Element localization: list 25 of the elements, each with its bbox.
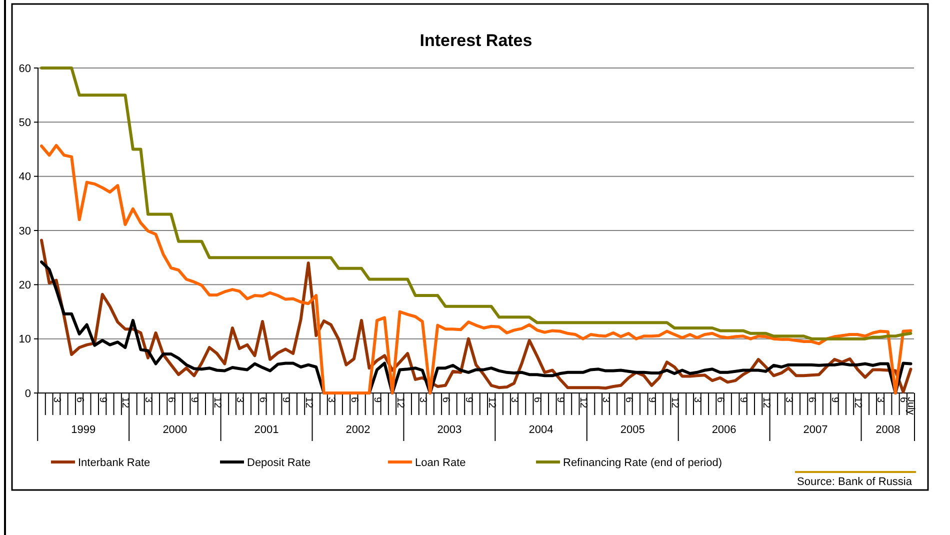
text: 2006 bbox=[712, 424, 736, 436]
y-tick-label: 0 bbox=[24, 388, 31, 400]
legend-label: Interbank Rate bbox=[78, 456, 150, 469]
text: 2004 bbox=[528, 424, 554, 436]
legend-label: Refinancing Rate (end of period) bbox=[563, 456, 722, 469]
text: 2000 bbox=[162, 424, 188, 436]
chart-title: Interest Rates bbox=[420, 31, 532, 50]
source-note: Source: Bank of Russia bbox=[797, 476, 913, 488]
y-tick-label: 30 bbox=[18, 225, 31, 238]
text: 2002 bbox=[346, 424, 370, 436]
text: 2005 bbox=[620, 424, 645, 436]
y-tick-label: 60 bbox=[18, 62, 31, 75]
y-tick-label: 50 bbox=[18, 117, 31, 130]
line-series bbox=[40, 66, 912, 340]
text: 2007 bbox=[803, 424, 828, 436]
y-tick-label: 10 bbox=[18, 334, 31, 346]
y-tick-label: 40 bbox=[18, 171, 31, 184]
line-series bbox=[40, 144, 912, 394]
text: 1999 bbox=[71, 424, 96, 436]
text: 2008 bbox=[876, 424, 900, 436]
legend-label: Loan Rate bbox=[415, 456, 466, 469]
legend-label: Deposit Rate bbox=[247, 456, 311, 469]
text: 2001 bbox=[254, 424, 279, 436]
text: 2003 bbox=[437, 424, 462, 436]
y-tick-label: 20 bbox=[18, 280, 31, 292]
